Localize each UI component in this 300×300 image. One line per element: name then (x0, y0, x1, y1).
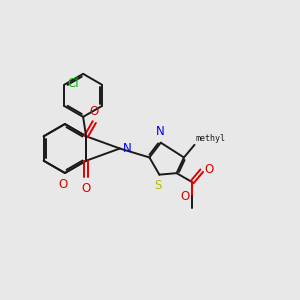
Text: Cl: Cl (67, 76, 79, 90)
Text: N: N (156, 125, 164, 138)
Text: N: N (123, 142, 131, 155)
Text: S: S (154, 179, 162, 192)
Text: O: O (90, 105, 99, 118)
Text: O: O (181, 190, 190, 203)
Text: O: O (82, 182, 91, 195)
Text: methyl: methyl (196, 134, 226, 143)
Text: O: O (59, 178, 68, 191)
Text: O: O (204, 163, 213, 176)
